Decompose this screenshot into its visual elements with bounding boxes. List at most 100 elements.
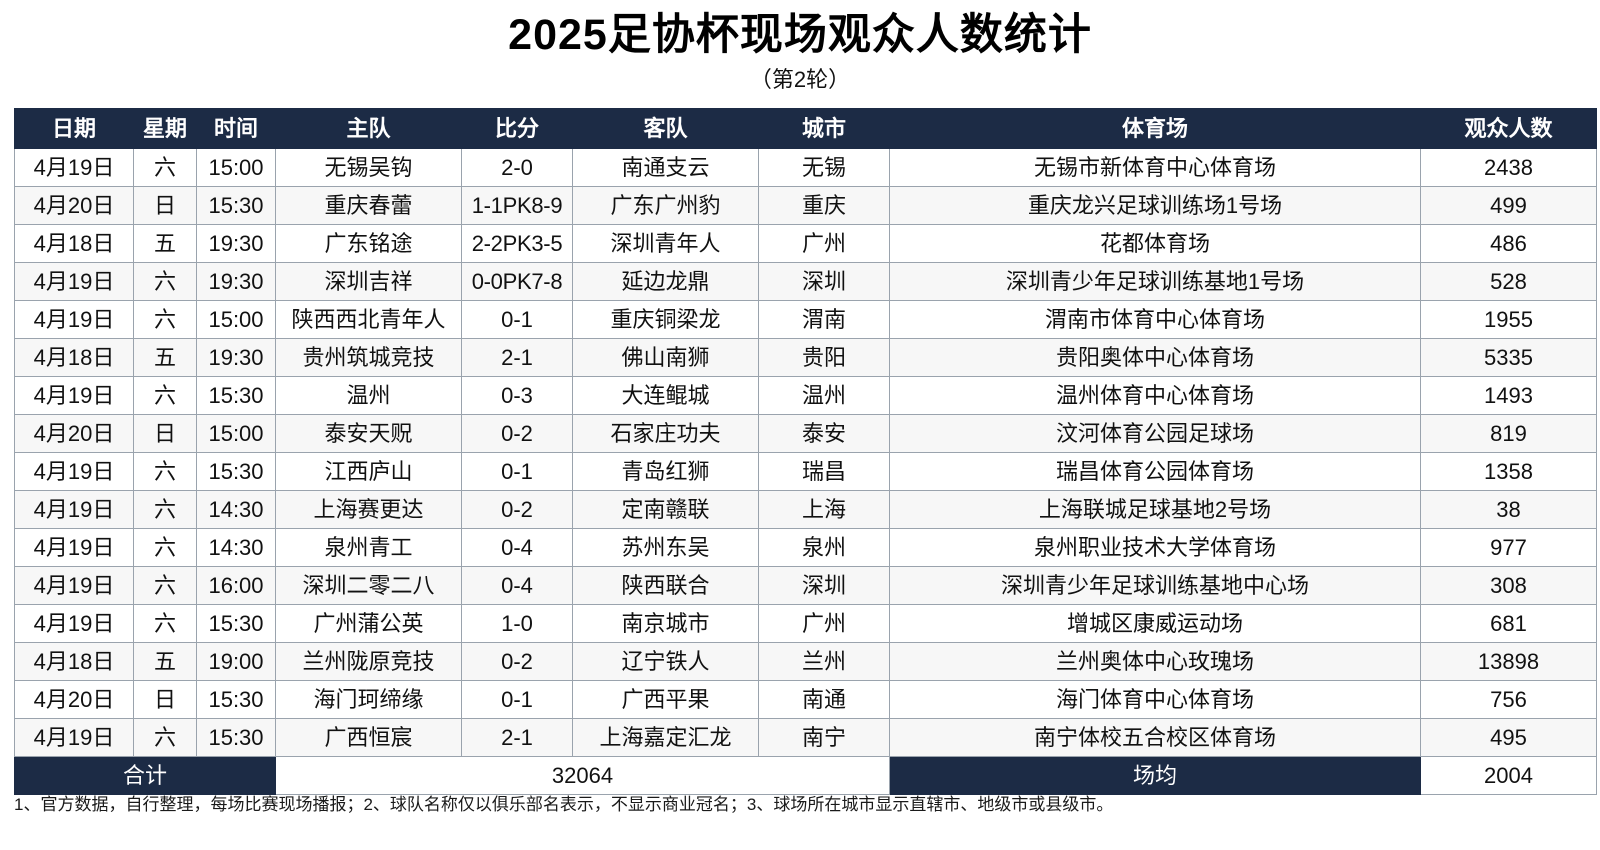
cell-venue: 兰州奥体中心玫瑰场 [889, 642, 1421, 681]
cell-home-team: 广西恒宸 [275, 718, 462, 757]
cell-away-team: 重庆铜梁龙 [572, 300, 759, 339]
table-row: 4月19日六 14:30 泉州青工 0-4 苏州东吴 泉州 泉州职业技术大学体育场 977 [14, 528, 1597, 567]
cell-away-team: 广东广州豹 [572, 186, 759, 225]
cell-date: 4月18日 [14, 642, 134, 681]
table-header-row: 日期 星期 时间 主队 比分 客队 城市 体育场 观众人数 [14, 108, 1597, 149]
total-value: 32064 [275, 756, 890, 795]
cell-score: 0-1 [461, 452, 573, 491]
cell-attendance: 308 [1420, 566, 1597, 605]
cell-score: 2-2PK3-5 [461, 224, 573, 263]
cell-city: 兰州 [758, 642, 890, 681]
cell-attendance: 495 [1420, 718, 1597, 757]
cell-score: 0-4 [461, 528, 573, 567]
attendance-table-wrap: 日期 星期 时间 主队 比分 客队 城市 体育场 观众人数 4月19日六 15:0… [14, 108, 1597, 795]
table-row: 4月19日六 15:30 广西恒宸 2-1 上海嘉定汇龙 南宁 南宁体校五合校区体育场 495 [14, 718, 1597, 757]
cell-time: 16:00 [196, 566, 276, 605]
cell-date: 4月19日 [14, 452, 134, 491]
column-header-home-team: 主队 [275, 108, 462, 149]
cell-city: 贵阳 [758, 338, 890, 377]
cell-weekday: 六 [133, 566, 197, 605]
cell-time: 15:00 [196, 414, 276, 453]
cell-away-team: 南京城市 [572, 604, 759, 643]
cell-time: 14:30 [196, 490, 276, 529]
column-header-attendance: 观众人数 [1420, 108, 1597, 149]
cell-city: 瑞昌 [758, 452, 890, 491]
cell-date: 4月19日 [14, 604, 134, 643]
cell-city: 深圳 [758, 566, 890, 605]
cell-time: 19:30 [196, 338, 276, 377]
cell-venue: 泉州职业技术大学体育场 [889, 528, 1421, 567]
table-footer: 合计 32064 场均 2004 [14, 756, 1597, 795]
cell-weekday: 六 [133, 452, 197, 491]
cell-venue: 增城区康威运动场 [889, 604, 1421, 643]
table-row: 4月18日五 19:00 兰州陇原竞技 0-2 辽宁铁人 兰州 兰州奥体中心玫瑰场 13898 [14, 642, 1597, 681]
cell-attendance: 756 [1420, 680, 1597, 719]
cell-time: 15:30 [196, 186, 276, 225]
table-body: 4月19日六 15:00 无锡吴钩 2-0 南通支云 无锡 无锡市新体育中心体育场 2438 4… [14, 148, 1597, 757]
cell-venue: 温州体育中心体育场 [889, 376, 1421, 415]
column-header-weekday: 星期 [133, 108, 197, 149]
cell-weekday: 六 [133, 718, 197, 757]
cell-city: 重庆 [758, 186, 890, 225]
cell-away-team: 广西平果 [572, 680, 759, 719]
cell-venue: 重庆龙兴足球训练场1号场 [889, 186, 1421, 225]
column-header-away-team: 客队 [572, 108, 759, 149]
cell-date: 4月19日 [14, 376, 134, 415]
cell-time: 19:00 [196, 642, 276, 681]
cell-score: 0-4 [461, 566, 573, 605]
footnote: 1、官方数据，自行整理，每场比赛现场播报；2、球队名称仅以俱乐部名表示，不显示商… [14, 795, 1114, 814]
cell-score: 1-0 [461, 604, 573, 643]
cell-date: 4月19日 [14, 718, 134, 757]
cell-score: 2-1 [461, 338, 573, 377]
cell-home-team: 广东铭途 [275, 224, 462, 263]
cell-time: 15:30 [196, 604, 276, 643]
cell-date: 4月19日 [14, 300, 134, 339]
cell-venue: 南宁体校五合校区体育场 [889, 718, 1421, 757]
page-title: 2025足协杯现场观众人数统计 [508, 11, 1092, 59]
column-header-time: 时间 [196, 108, 276, 149]
cell-date: 4月20日 [14, 186, 134, 225]
cell-time: 19:30 [196, 224, 276, 263]
cell-attendance: 1358 [1420, 452, 1597, 491]
column-header-city: 城市 [758, 108, 890, 149]
cell-venue: 深圳青少年足球训练基地1号场 [889, 262, 1421, 301]
cell-attendance: 13898 [1420, 642, 1597, 681]
cell-city: 泰安 [758, 414, 890, 453]
cell-home-team: 无锡吴钩 [275, 148, 462, 187]
cell-venue: 贵阳奥体中心体育场 [889, 338, 1421, 377]
cell-attendance: 1493 [1420, 376, 1597, 415]
cell-score: 1-1PK8-9 [461, 186, 573, 225]
cell-time: 14:30 [196, 528, 276, 567]
cell-venue: 深圳青少年足球训练基地中心场 [889, 566, 1421, 605]
cell-home-team: 贵州筑城竞技 [275, 338, 462, 377]
cell-away-team: 陕西联合 [572, 566, 759, 605]
table-row: 4月19日六 15:30 江西庐山 0-1 青岛红狮 瑞昌 瑞昌体育公园体育场 1358 [14, 452, 1597, 491]
cell-date: 4月18日 [14, 224, 134, 263]
cell-home-team: 海门珂缔缘 [275, 680, 462, 719]
cell-attendance: 38 [1420, 490, 1597, 529]
cell-city: 南宁 [758, 718, 890, 757]
cell-time: 15:00 [196, 148, 276, 187]
table-row: 4月18日五 19:30 贵州筑城竞技 2-1 佛山南狮 贵阳 贵阳奥体中心体育场 5335 [14, 338, 1597, 377]
cell-weekday: 六 [133, 376, 197, 415]
column-header-venue: 体育场 [889, 108, 1421, 149]
cell-away-team: 佛山南狮 [572, 338, 759, 377]
cell-home-team: 上海赛更达 [275, 490, 462, 529]
cell-time: 15:30 [196, 718, 276, 757]
cell-date: 4月18日 [14, 338, 134, 377]
attendance-table: 日期 星期 时间 主队 比分 客队 城市 体育场 观众人数 4月19日六 15:0… [14, 108, 1597, 795]
column-header-score: 比分 [461, 108, 573, 149]
cell-away-team: 延边龙鼎 [572, 262, 759, 301]
cell-score: 0-2 [461, 490, 573, 529]
average-value: 2004 [1420, 756, 1597, 795]
cell-score: 0-2 [461, 414, 573, 453]
cell-date: 4月20日 [14, 414, 134, 453]
cell-weekday: 五 [133, 642, 197, 681]
cell-city: 上海 [758, 490, 890, 529]
cell-away-team: 石家庄功夫 [572, 414, 759, 453]
cell-weekday: 六 [133, 262, 197, 301]
cell-weekday: 五 [133, 224, 197, 263]
cell-date: 4月19日 [14, 262, 134, 301]
cell-city: 泉州 [758, 528, 890, 567]
